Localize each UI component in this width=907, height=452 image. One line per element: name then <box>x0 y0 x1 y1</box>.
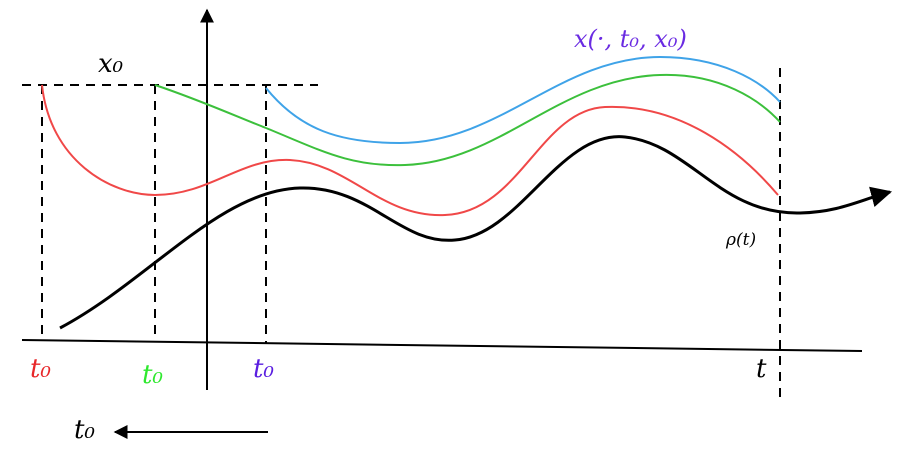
time-axis <box>21 339 863 352</box>
blue-curve <box>265 55 781 145</box>
x0-label: x₀ <box>98 49 124 79</box>
rho-label: ρ(t) <box>725 230 756 250</box>
t0-blue-label: t₀ <box>253 354 274 384</box>
trajectory-label: x(·, t₀, x₀) <box>574 25 687 53</box>
t0-red-label: t₀ <box>30 354 51 384</box>
t0-arrow-label: t₀ <box>74 415 95 445</box>
t-label: t <box>756 354 767 384</box>
green-curve <box>154 73 781 167</box>
t0-green-label: t₀ <box>142 360 163 390</box>
red-curve <box>41 84 779 217</box>
rho-curve <box>59 135 893 330</box>
